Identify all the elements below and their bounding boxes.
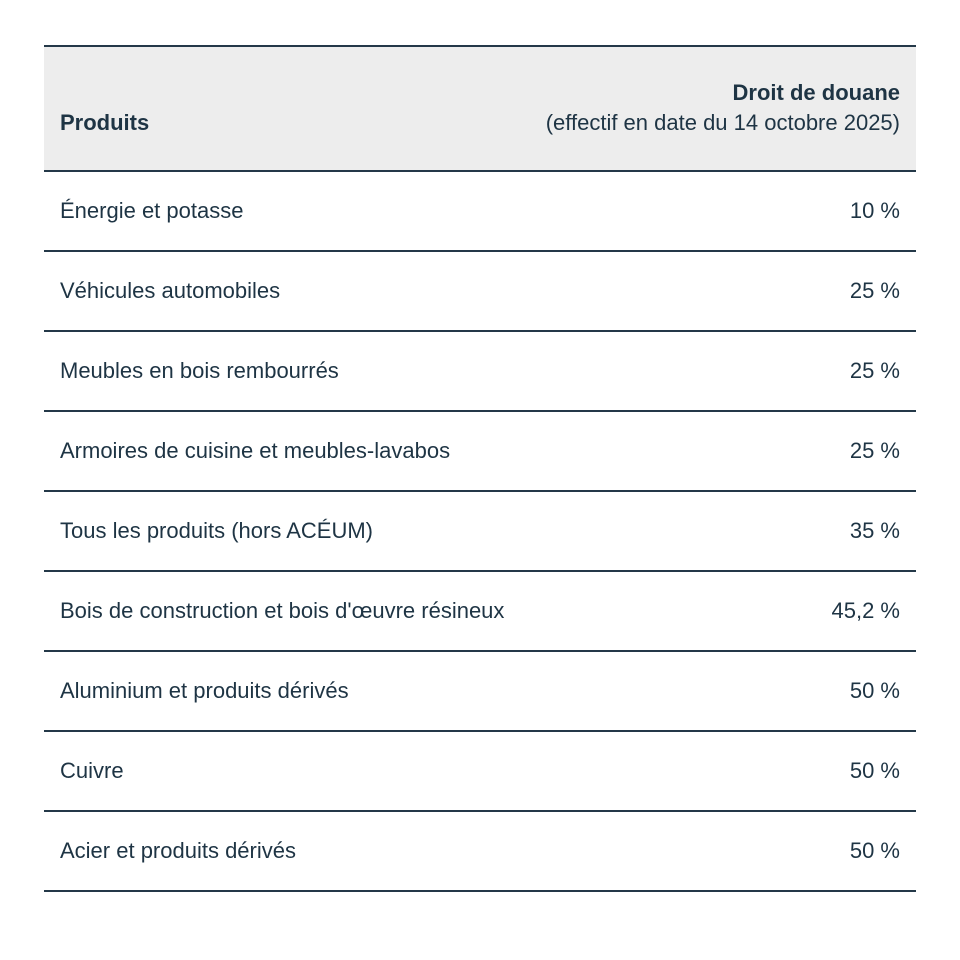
table-header-row: Produits Droit de douane (effectif en da… [44,45,916,172]
tariff-cell: 50 % [849,838,900,863]
table-row: Armoires de cuisine et meubles-lavabos 2… [44,412,916,492]
product-cell: Cuivre [60,758,124,783]
column-header-tariff-subtitle: (effectif en date du 14 octobre 2025) [545,110,900,135]
tariff-cell: 25 % [849,358,900,383]
tariff-cell: 50 % [849,758,900,783]
tariff-cell: 45,2 % [831,598,901,623]
product-cell: Tous les produits (hors ACÉUM) [60,518,373,543]
tariff-cell: 25 % [849,438,900,463]
column-header-tariff: Droit de douane (effectif en date du 14 … [546,78,900,138]
table-row: Cuivre 50 % [44,732,916,812]
table-row: Bois de construction et bois d'œuvre rés… [44,572,916,652]
product-cell: Armoires de cuisine et meubles-lavabos [60,438,451,463]
product-cell: Bois de construction et bois d'œuvre rés… [60,598,505,623]
tariff-cell: 10 % [849,198,900,223]
column-header-products: Produits [60,110,150,135]
product-cell: Acier et produits dérivés [60,838,296,863]
product-cell: Meubles en bois rembourrés [60,358,339,383]
product-cell: Aluminium et produits dérivés [60,678,349,703]
product-cell: Véhicules automobiles [60,278,281,303]
table-row: Énergie et potasse 10 % [44,172,916,252]
product-cell: Énergie et potasse [60,198,244,223]
tariff-cell: 35 % [849,518,900,543]
table-row: Aluminium et produits dérivés 50 % [44,652,916,732]
table-row: Tous les produits (hors ACÉUM) 35 % [44,492,916,572]
table-row: Acier et produits dérivés 50 % [44,812,916,892]
column-header-tariff-title: Droit de douane [732,80,900,105]
table-row: Meubles en bois rembourrés 25 % [44,332,916,412]
tariff-table: Produits Droit de douane (effectif en da… [44,45,916,892]
tariff-cell: 50 % [849,678,900,703]
tariff-cell: 25 % [849,278,900,303]
table-body: Énergie et potasse 10 % Véhicules automo… [44,172,916,892]
table-row: Véhicules automobiles 25 % [44,252,916,332]
